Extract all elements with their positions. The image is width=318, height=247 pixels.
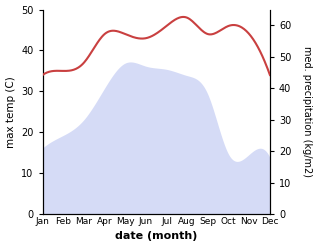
Y-axis label: med. precipitation (kg/m2): med. precipitation (kg/m2) — [302, 46, 313, 177]
X-axis label: date (month): date (month) — [115, 231, 197, 242]
Y-axis label: max temp (C): max temp (C) — [5, 76, 16, 148]
